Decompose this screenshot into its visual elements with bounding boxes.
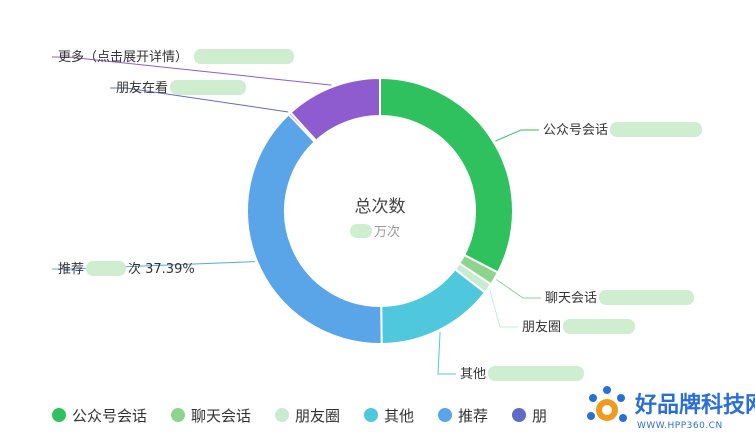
leader-line-7 [52, 56, 332, 86]
label-leader-lines [52, 56, 541, 375]
watermark-text: 好品牌科技网 [634, 392, 755, 418]
slice-1[interactable] [379, 76, 514, 274]
redacted-value-1 [610, 122, 702, 137]
legend-label-2[interactable]: 聊天会话 [191, 407, 251, 425]
leader-line-3 [489, 289, 518, 328]
watermark: 好品牌科技网 WWW.HPP360.CN [587, 386, 755, 431]
slice-5[interactable] [246, 112, 383, 345]
legend-label-4[interactable]: 其他 [384, 407, 414, 425]
slice-label-suffix-5: 次 37.39% [128, 261, 195, 277]
legend-marker-4[interactable] [364, 408, 378, 422]
legend: 公众号会话 聊天会话 朋友圈 其他 推荐 朋 [52, 407, 547, 425]
legend-marker-5[interactable] [438, 408, 452, 422]
slice-7[interactable] [289, 76, 381, 143]
watermark-logo-icon [587, 386, 627, 422]
legend-marker-6[interactable] [512, 408, 526, 422]
slice-4[interactable] [380, 267, 487, 346]
center-title: 总次数 [355, 197, 406, 217]
leader-line-5 [52, 261, 255, 270]
leader-line-6 [110, 87, 289, 113]
slice-label-1: 公众号会话 [543, 123, 608, 138]
legend-label-5[interactable]: 推荐 [458, 407, 488, 425]
redacted-value-4 [488, 366, 584, 381]
watermark-url: WWW.HPP360.CN [637, 421, 723, 431]
legend-label-1[interactable]: 公众号会话 [72, 407, 147, 425]
redacted-value [350, 224, 372, 238]
donut-slices [246, 76, 514, 346]
slice-label-7: 更多（点击展开详情） [58, 49, 188, 65]
slice-label-3: 朋友圈 [522, 319, 561, 335]
leader-line-2 [496, 279, 541, 299]
legend-label-6[interactable]: 朋 [532, 407, 547, 425]
slice-label-5: 推荐 [58, 262, 84, 277]
legend-marker-2[interactable] [171, 408, 185, 422]
slice-label-4: 其他 [460, 367, 486, 382]
redacted-value-3 [563, 319, 635, 334]
leader-line-1 [495, 129, 539, 142]
redacted-value-7 [194, 49, 294, 64]
legend-marker-3[interactable] [275, 408, 289, 422]
legend-label-3[interactable]: 朋友圈 [295, 407, 340, 425]
slice-label-6: 朋友在看 [116, 80, 168, 96]
slice-label-2: 聊天会话 [545, 291, 597, 306]
center-subtitle: 万次 [374, 224, 400, 240]
legend-marker-1[interactable] [52, 408, 66, 422]
redacted-value-5 [86, 261, 126, 276]
leader-line-4 [437, 331, 456, 375]
redacted-value-6 [170, 80, 246, 95]
redacted-value-2 [599, 290, 694, 305]
